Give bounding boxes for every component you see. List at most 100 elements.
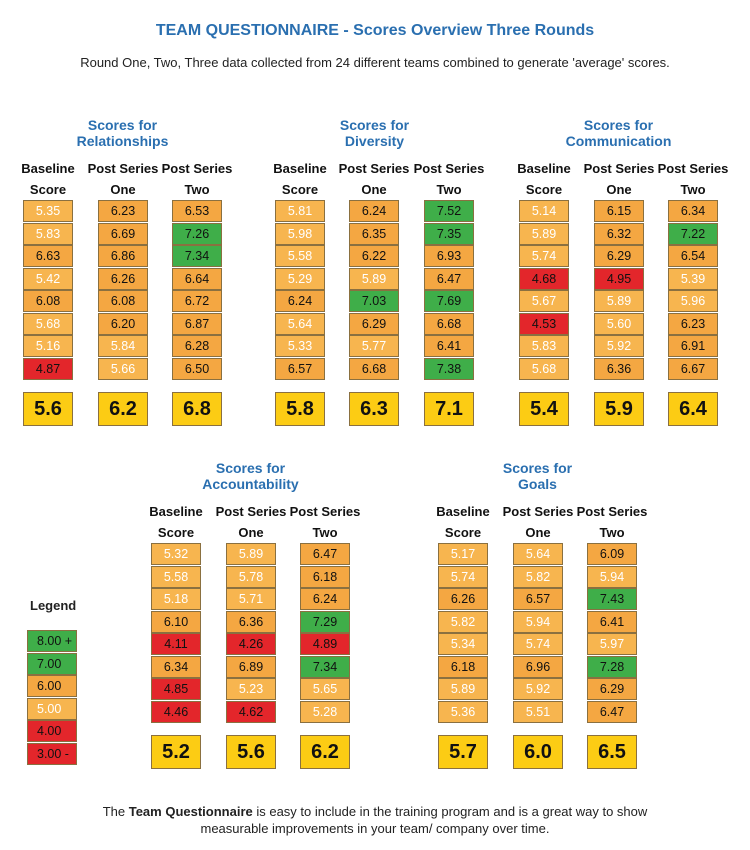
score-cell: 6.93 xyxy=(424,245,474,267)
score-cell: 5.18 xyxy=(151,588,201,610)
score-cell: 4.26 xyxy=(226,633,276,655)
score-cell: 5.83 xyxy=(519,335,569,357)
group-title-line2: Goals xyxy=(518,476,557,492)
column-header-line1: Post Series xyxy=(338,161,410,176)
score-cell: 5.77 xyxy=(349,335,399,357)
score-cell: 5.81 xyxy=(275,200,325,222)
column-header: Post Series One xyxy=(574,158,664,200)
score-cell: 5.98 xyxy=(275,222,325,245)
footer-bold: Team Questionnaire xyxy=(128,804,253,819)
column-header-line2: Two xyxy=(312,525,338,540)
score-cell: 6.87 xyxy=(172,312,222,335)
score-cell: 6.24 xyxy=(300,588,350,610)
column-header-line1: Post Series xyxy=(215,504,287,519)
group-title-line2: Accountability xyxy=(202,476,299,492)
score-cell: 7.22 xyxy=(668,222,718,245)
column-header-line1: Post Series xyxy=(583,161,655,176)
column-header-line1: Post Series xyxy=(289,504,361,519)
score-cell: 5.65 xyxy=(300,678,350,700)
score-cell: 5.92 xyxy=(594,335,644,357)
legend-item: 4.00 xyxy=(27,720,77,742)
score-cell: 6.69 xyxy=(98,222,148,245)
score-cell: 5.83 xyxy=(23,222,73,245)
score-cell: 7.28 xyxy=(587,655,637,678)
score-cell: 5.14 xyxy=(519,200,569,222)
score-cell: 6.47 xyxy=(300,543,350,565)
score-cell: 7.35 xyxy=(424,222,474,245)
page-title: TEAM QUESTIONNAIRE - Scores Overview Thr… xyxy=(155,22,595,39)
score-cell: 4.53 xyxy=(519,312,569,335)
legend-item: 3.00 - xyxy=(27,742,77,765)
average-score: 5.2 xyxy=(151,735,201,769)
score-cell: 6.08 xyxy=(23,290,73,312)
score-cell: 6.10 xyxy=(151,610,201,633)
legend-item: 5.00 xyxy=(27,697,77,720)
group-title-line1: Scores for xyxy=(87,117,158,133)
group-title: Scores for Communication xyxy=(499,117,738,149)
column-header-line2: One xyxy=(361,182,387,197)
footer-prefix: The xyxy=(102,804,129,819)
column-header-line1: Post Series xyxy=(576,504,648,519)
score-cell: 5.33 xyxy=(275,335,325,357)
average-score: 5.4 xyxy=(519,392,569,426)
column-header: Baseline Score xyxy=(3,158,93,200)
column-header-line1: Post Series xyxy=(657,161,729,176)
score-cell: 6.89 xyxy=(226,655,276,678)
score-cell: 6.28 xyxy=(172,335,222,357)
score-cell: 7.03 xyxy=(349,290,399,312)
score-cell: 7.43 xyxy=(587,588,637,610)
score-cell: 6.09 xyxy=(587,543,637,565)
column-header: Post Series Two xyxy=(648,158,738,200)
score-cell: 6.34 xyxy=(151,655,201,678)
score-cell: 7.26 xyxy=(172,222,222,245)
score-cell: 6.24 xyxy=(349,200,399,222)
average-score: 6.0 xyxy=(513,735,563,769)
score-cell: 5.89 xyxy=(519,222,569,245)
average-score: 6.2 xyxy=(98,392,148,426)
score-cell: 5.32 xyxy=(151,543,201,565)
score-cell: 5.92 xyxy=(513,678,563,700)
score-cell: 6.23 xyxy=(668,312,718,335)
score-cell: 5.64 xyxy=(513,543,563,565)
score-cell: 6.35 xyxy=(349,222,399,245)
score-cell: 6.29 xyxy=(594,245,644,267)
score-cell: 5.68 xyxy=(519,357,569,380)
score-cell: 5.16 xyxy=(23,335,73,357)
score-cell: 6.36 xyxy=(594,357,644,380)
score-cell: 5.58 xyxy=(275,245,325,267)
score-cell: 4.85 xyxy=(151,678,201,700)
group-title-line1: Scores for xyxy=(339,117,410,133)
column-header-line2: Score xyxy=(157,525,195,540)
column-header-line2: Two xyxy=(184,182,210,197)
score-cell: 5.74 xyxy=(513,633,563,655)
score-cell: 5.74 xyxy=(438,565,488,588)
score-cell: 6.53 xyxy=(172,200,222,222)
column-header-line2: Score xyxy=(525,182,563,197)
group-title-line1: Scores for xyxy=(215,460,286,476)
score-cell: 6.54 xyxy=(668,245,718,267)
score-cell: 5.89 xyxy=(438,678,488,700)
score-cell: 5.94 xyxy=(513,610,563,633)
score-cell: 5.39 xyxy=(668,267,718,290)
score-cell: 6.26 xyxy=(438,588,488,610)
column-header-line2: Score xyxy=(281,182,319,197)
average-score: 6.8 xyxy=(172,392,222,426)
group-title: Scores for Goals xyxy=(418,460,657,492)
group-title-line1: Scores for xyxy=(502,460,573,476)
column-header-line1: Post Series xyxy=(87,161,159,176)
column-header: Baseline Score xyxy=(418,501,508,543)
score-cell: 6.29 xyxy=(349,312,399,335)
score-cell: 6.63 xyxy=(23,245,73,267)
column-header-line2: Score xyxy=(29,182,67,197)
score-cell: 6.22 xyxy=(349,245,399,267)
score-cell: 6.57 xyxy=(275,357,325,380)
group-title-line2: Diversity xyxy=(344,133,405,149)
column-header: Post Series Two xyxy=(152,158,242,200)
column-header-line1: Baseline xyxy=(149,504,203,519)
average-score: 5.9 xyxy=(594,392,644,426)
average-score: 5.6 xyxy=(23,392,73,426)
group-title-line2: Communication xyxy=(565,133,672,149)
score-cell: 6.20 xyxy=(98,312,148,335)
score-cell: 6.57 xyxy=(513,588,563,610)
average-score: 6.5 xyxy=(587,735,637,769)
